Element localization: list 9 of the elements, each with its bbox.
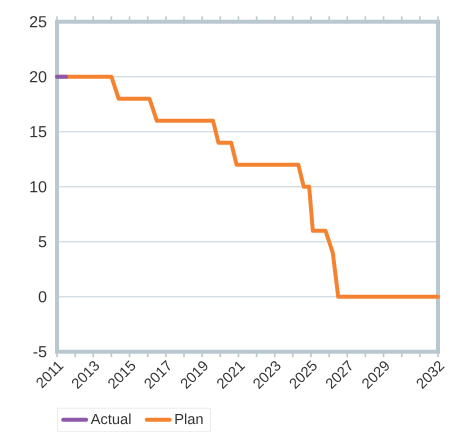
y-tick-label: 5 [38,236,46,248]
y-tick-label: 15 [30,126,46,138]
legend-label: Plan [175,414,203,424]
y-tick-label: 20 [30,71,46,83]
legend-label: Actual [90,414,130,424]
y-tick-label: 0 [38,291,46,303]
y-tick-label: 25 [30,16,46,28]
y-tick-label: -5 [33,346,46,358]
y-tick-label: 10 [30,181,46,193]
